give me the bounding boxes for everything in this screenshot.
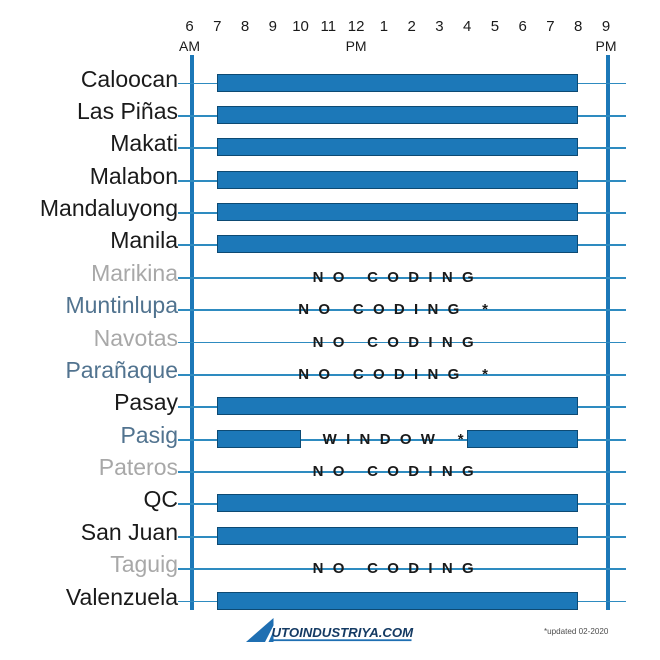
svg-text:UTOINDUSTRIYA.COM: UTOINDUSTRIYA.COM (272, 625, 415, 640)
